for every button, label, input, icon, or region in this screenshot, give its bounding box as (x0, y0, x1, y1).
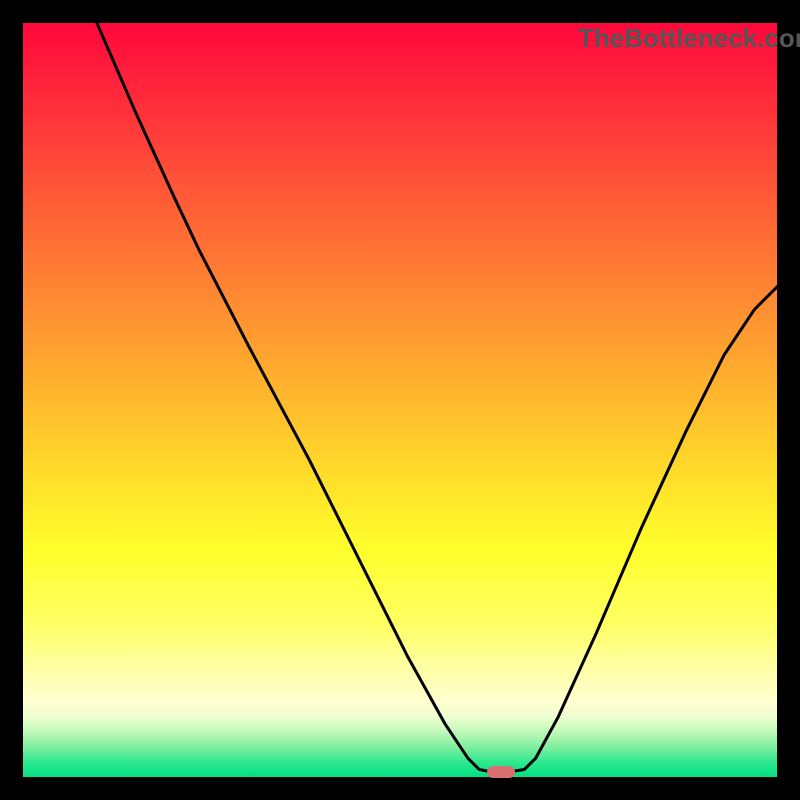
watermark-text: TheBottleneck.com (578, 23, 800, 54)
bottleneck-curve (23, 23, 777, 777)
optimal-marker (487, 766, 515, 778)
plot-area: TheBottleneck.com (23, 23, 777, 777)
